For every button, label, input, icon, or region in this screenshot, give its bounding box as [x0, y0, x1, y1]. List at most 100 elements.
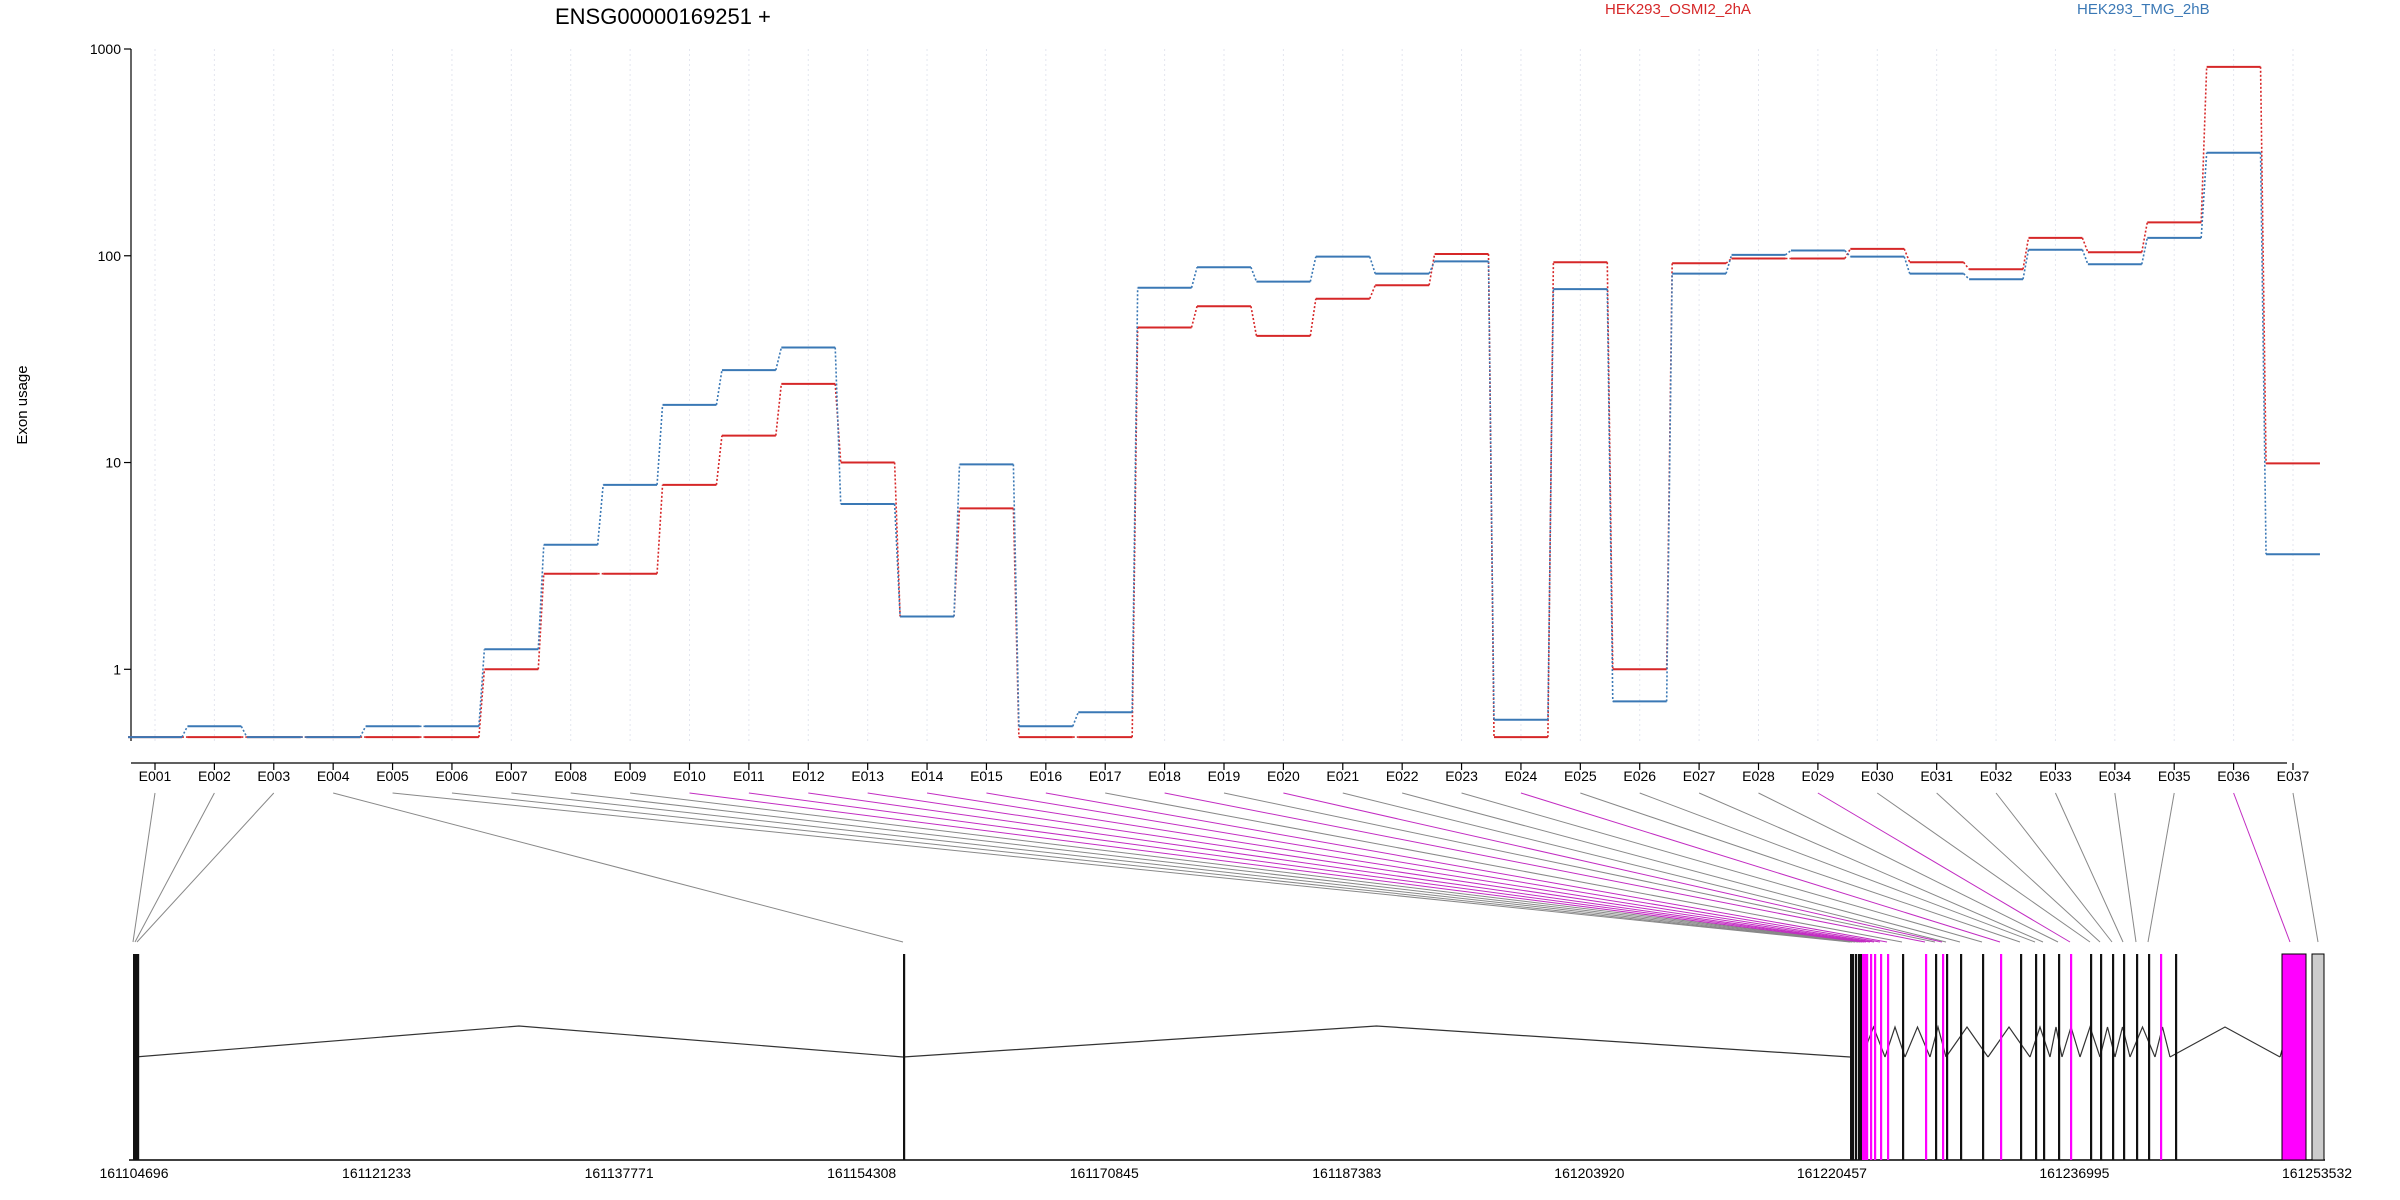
connector-E027: [1698, 792, 2044, 943]
exon-E024: [2000, 954, 2003, 1160]
x-tick-label-E037: E037: [2277, 768, 2310, 784]
intron-1: [134, 1025, 904, 1058]
segment-E012: [834, 383, 842, 463]
segment-E031: [1963, 273, 1970, 280]
segment-E034: [2140, 222, 2149, 253]
intron-small-12: [2114, 1026, 2131, 1058]
legend-entry-tmg: HEK293_TMG_2hB: [2077, 1, 2210, 18]
x-tick-label-E002: E002: [198, 768, 231, 784]
connector-E001: [132, 792, 156, 943]
connector-E013: [867, 792, 1871, 943]
exon-connectors: [132, 792, 2319, 943]
x-tick-label-E023: E023: [1445, 768, 1478, 784]
x-tick-label-E025: E025: [1564, 768, 1597, 784]
x-tick-label-E009: E009: [614, 768, 647, 784]
segment-E030: [1903, 248, 1911, 263]
connector-E021: [1342, 792, 1947, 943]
segment-E023: [1487, 261, 1495, 720]
connector-E018: [1164, 792, 1926, 943]
exon-E036: [2160, 954, 2163, 1160]
segment-E010: [715, 369, 723, 406]
exon-E004: [903, 954, 906, 1160]
exon-E019: [1935, 954, 1938, 1160]
connector-E037: [2292, 792, 2319, 943]
exon-E031: [2100, 954, 2103, 1160]
exon-E023: [1982, 954, 1985, 1160]
x-tick-label-E021: E021: [1326, 768, 1359, 784]
connector-E024: [1520, 792, 2001, 943]
connector-E030: [1876, 792, 2091, 943]
connector-E004: [333, 792, 904, 943]
exon-E037-block: [2311, 953, 2325, 1161]
legend-entry-osmi2: HEK293_OSMI2_2hA: [1605, 1, 1751, 18]
x-tick-label-E008: E008: [554, 768, 587, 784]
x-tick-label-E017: E017: [1089, 768, 1122, 784]
x-tick-label-E022: E022: [1386, 768, 1419, 784]
intron-small-6: [1987, 1025, 2031, 1058]
intron-small-13: [2129, 1025, 2156, 1058]
exon-E011: [1864, 954, 1867, 1160]
connector-E020: [1283, 792, 1943, 943]
connector-E010: [689, 792, 1863, 943]
segment-E020: [1309, 256, 1317, 282]
segment-E006: [478, 669, 486, 738]
exon-E022: [1960, 954, 1963, 1160]
exon-E008: [1858, 954, 1861, 1160]
x-tick-label-E027: E027: [1683, 768, 1716, 784]
coordinate-label: 161236995: [2039, 1165, 2109, 1181]
connector-E003: [136, 792, 275, 943]
exon-E020: [1942, 954, 1945, 1160]
x-tick-label-E003: E003: [257, 768, 290, 784]
connector-E012: [808, 792, 1867, 943]
exon-E034: [2136, 954, 2139, 1160]
connector-E025: [1580, 792, 2021, 943]
segment-E020: [1309, 298, 1317, 336]
intron-small-5: [1945, 1025, 1989, 1058]
series-lines: [128, 65, 2320, 739]
x-tick-label-E019: E019: [1208, 768, 1241, 784]
exon-E035: [2148, 954, 2151, 1160]
x-tick-label-E028: E028: [1742, 768, 1775, 784]
segment-E026: [1665, 273, 1673, 702]
segment-E002: [240, 725, 248, 738]
coordinate-label: 161104696: [99, 1165, 168, 1181]
x-tick-label-E010: E010: [673, 768, 706, 784]
exon-E025: [2020, 954, 2023, 1160]
segment-E032: [2022, 237, 2030, 270]
exon-E015: [1880, 954, 1883, 1160]
exon-E030: [2090, 954, 2093, 1160]
exon-E027: [2043, 954, 2046, 1160]
chart-title: ENSG00000169251 +: [555, 4, 771, 29]
connector-E017: [1105, 792, 1903, 943]
segment-E013: [893, 462, 901, 617]
x-tick-label-E034: E034: [2098, 768, 2131, 784]
connector-E026: [1639, 792, 2036, 943]
y-tick-label: 1000: [90, 41, 121, 57]
exon-E006: [1852, 954, 1855, 1160]
x-tick-label-E036: E036: [2217, 768, 2250, 784]
x-tick-label-E015: E015: [970, 768, 1003, 784]
connector-E014: [926, 792, 1875, 943]
exon-E009: [1860, 954, 1863, 1160]
exon-E026: [2035, 954, 2038, 1160]
vertical-grid: [154, 49, 2294, 741]
segment-E007: [537, 544, 545, 650]
connector-E005: [392, 792, 1851, 943]
segment-E006: [478, 649, 486, 727]
exon-E018: [1925, 954, 1928, 1160]
x-tick-label-E026: E026: [1623, 768, 1656, 784]
connector-E007: [511, 792, 1856, 943]
segment-E035: [2200, 66, 2208, 223]
coordinate-label: 161154308: [827, 1165, 896, 1181]
connector-E009: [630, 792, 1861, 943]
segment-E034: [2140, 237, 2149, 265]
connector-E033: [2054, 792, 2124, 943]
segment-E011: [775, 347, 783, 371]
segment-E018: [1190, 267, 1198, 289]
coordinate-label: 161170845: [1070, 1165, 1139, 1181]
connector-E028: [1758, 792, 2059, 943]
x-tick-label-E012: E012: [792, 768, 825, 784]
exon-E017: [1902, 954, 1905, 1160]
connector-E019: [1223, 792, 1936, 943]
